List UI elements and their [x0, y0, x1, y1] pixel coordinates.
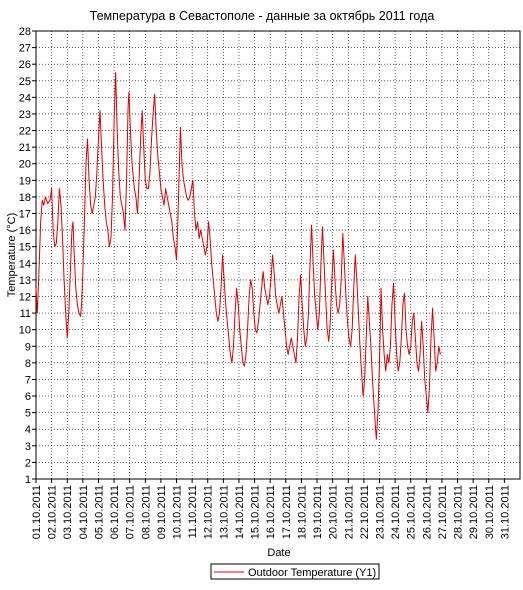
y-tick-label: 23 [19, 109, 31, 121]
series [35, 71, 441, 440]
x-tick-label: 30.10.2011 [484, 485, 496, 539]
x-tick-label: 21.10.2011 [343, 485, 355, 539]
series-line-outdoor-temperature [35, 71, 441, 440]
legend-label: Outdoor Temperature (Y1) [248, 567, 376, 579]
x-tick-label: 24.10.2011 [390, 485, 402, 539]
x-tick-label: 22.10.2011 [359, 485, 371, 539]
x-tick-label: 28.10.2011 [453, 485, 465, 539]
legend-box [210, 563, 380, 580]
y-tick-label: 24 [19, 92, 31, 104]
x-tick-label: 04.10.2011 [78, 485, 90, 539]
x-axis-title: Date [267, 547, 290, 559]
x-tick-label: 03.10.2011 [62, 485, 74, 539]
x-tick-label: 26.10.2011 [421, 485, 433, 539]
y-tick-label: 18 [19, 192, 31, 204]
y-tick-label: 25 [19, 76, 31, 88]
x-tick-label: 01.10.2011 [31, 485, 43, 539]
x-tick-label: 14.10.2011 [234, 485, 246, 539]
y-tick-label: 8 [25, 358, 31, 370]
y-tick-label: 27 [19, 43, 31, 55]
y-tick-label: 12 [19, 291, 31, 303]
y-tick-label: 26 [19, 59, 31, 71]
y-tick-label: 22 [19, 126, 31, 138]
x-tick-label: 09.10.2011 [156, 485, 168, 539]
y-axis-ticks: 1234567891011121314151617181920212223242… [19, 26, 36, 486]
y-tick-label: 19 [19, 175, 31, 187]
legend: Outdoor Temperature (Y1) [210, 563, 380, 580]
y-tick-label: 1 [25, 474, 31, 486]
plot-area [35, 30, 521, 480]
x-tick-label: 13.10.2011 [218, 485, 230, 539]
x-tick-label: 05.10.2011 [93, 485, 105, 539]
x-tick-label: 12.10.2011 [203, 485, 215, 539]
y-tick-label: 17 [19, 209, 31, 221]
y-tick-label: 28 [19, 26, 31, 38]
x-tick-label: 23.10.2011 [374, 485, 386, 539]
y-tick-label: 11 [20, 308, 31, 320]
x-tick-label: 25.10.2011 [406, 485, 418, 539]
y-tick-label: 3 [25, 441, 31, 453]
y-tick-label: 4 [25, 424, 31, 436]
y-tick-label: 14 [19, 258, 31, 270]
y-tick-label: 9 [25, 341, 31, 353]
x-tick-label: 17.10.2011 [281, 485, 293, 539]
y-tick-label: 5 [25, 408, 31, 420]
x-tick-label: 06.10.2011 [109, 485, 121, 539]
x-tick-label: 27.10.2011 [437, 485, 449, 539]
y-tick-label: 20 [19, 159, 31, 171]
y-tick-label: 16 [19, 225, 31, 237]
x-tick-label: 29.10.2011 [468, 485, 480, 539]
y-tick-label: 6 [25, 391, 31, 403]
y-tick-label: 7 [25, 374, 31, 386]
x-tick-label: 10.10.2011 [172, 485, 184, 539]
y-tick-label: 10 [19, 325, 31, 337]
x-tick-label: 07.10.2011 [125, 485, 137, 539]
y-tick-label: 13 [19, 275, 31, 287]
x-tick-label: 11.10.2011 [187, 485, 199, 538]
x-tick-label: 31.10.2011 [499, 485, 511, 539]
x-tick-label: 02.10.2011 [47, 485, 59, 539]
x-axis-ticks: 01.10.2011 02.10.2011 03.10.2011 04.10.2011… [31, 479, 511, 539]
y-tick-label: 15 [19, 242, 31, 254]
chart-title: Температура в Севастополе - данные за ок… [90, 9, 435, 23]
y-tick-label: 21 [19, 142, 31, 154]
x-tick-label: 19.10.2011 [312, 485, 324, 539]
x-tick-label: 18.10.2011 [296, 485, 308, 539]
y-axis-title: Temperature (°C) [6, 213, 18, 297]
x-tick-label: 16.10.2011 [265, 485, 277, 539]
x-tick-label: 08.10.2011 [140, 485, 152, 539]
x-tick-label: 20.10.2011 [328, 485, 340, 539]
x-tick-label: 15.10.2011 [250, 485, 262, 539]
y-tick-label: 2 [25, 457, 31, 469]
